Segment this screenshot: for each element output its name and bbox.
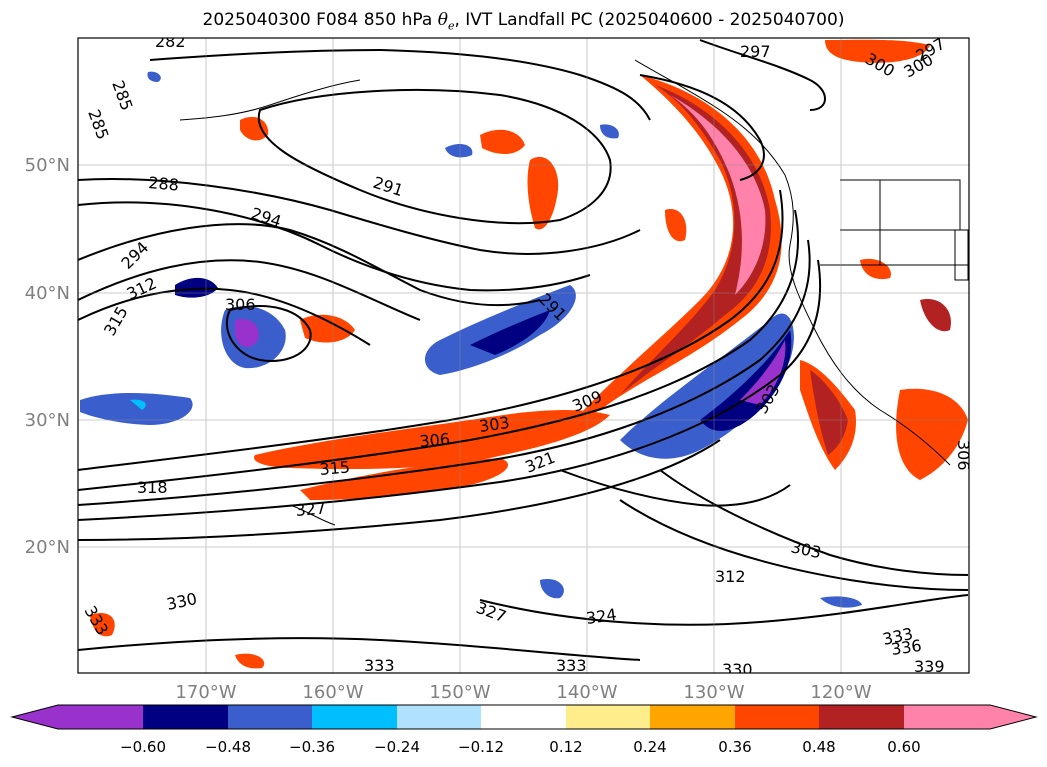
lon-label: 140°W xyxy=(556,682,617,703)
lat-label: 50°N xyxy=(25,155,70,176)
lon-label: 120°W xyxy=(810,682,871,703)
colorbar-cell xyxy=(58,705,143,729)
longitude-axis: 170°W 160°W 150°W 140°W 130°W 120°W xyxy=(175,682,871,703)
colorbar-tick-label: 0.24 xyxy=(633,738,666,756)
theta-symbol: θ xyxy=(437,10,448,30)
contour-label-layer: 282 285 285 288 291 294 297 300 300 297 … xyxy=(81,32,973,679)
shading-layer xyxy=(80,39,968,669)
colorbar-tick-label: −0.12 xyxy=(458,738,504,756)
contour-label: 333 xyxy=(364,656,395,675)
figure-title: 2025040300 F084 850 hPa θe, IVT Landfall… xyxy=(202,10,845,33)
colorbar-cell xyxy=(143,705,228,729)
colorbar-extend-low xyxy=(12,705,58,729)
contour-label: 306 xyxy=(954,440,973,471)
contour-label: 339 xyxy=(914,657,945,676)
colorbar-tick-label: −0.48 xyxy=(205,738,251,756)
contour-label: 306 xyxy=(419,429,451,451)
contour-lines xyxy=(78,39,969,661)
colorbar-outline xyxy=(10,704,1038,730)
colorbar-tick-label: 0.12 xyxy=(549,738,582,756)
colorbar-cell xyxy=(735,705,819,729)
colorbar-tick-label: −0.60 xyxy=(120,738,166,756)
lat-label: 20°N xyxy=(25,537,70,558)
colorbar-cell xyxy=(566,705,650,729)
contour-label: 282 xyxy=(155,32,186,51)
colorbar-cell xyxy=(481,705,566,729)
contour-label: 288 xyxy=(148,173,180,195)
contour-label: 333 xyxy=(556,656,587,675)
colorbar-cell xyxy=(397,705,481,729)
contour-label: 303 xyxy=(478,413,511,436)
contour-label: 312 xyxy=(715,567,746,586)
colorbar-cell xyxy=(819,705,904,729)
colorbar-cell xyxy=(650,705,735,729)
colorbar-tick-label: 0.48 xyxy=(802,738,835,756)
map-plot-area: 282 285 285 288 291 294 297 300 300 297 … xyxy=(78,32,973,679)
colorbar: −0.60 −0.48 −0.36 −0.24 −0.12 0.12 0.24 … xyxy=(10,704,1038,756)
gridlines xyxy=(78,38,969,673)
lon-label: 160°W xyxy=(302,682,363,703)
contour-label: 297 xyxy=(740,42,771,61)
lon-label: 150°W xyxy=(429,682,490,703)
contour-label: 318 xyxy=(137,478,168,497)
colorbar-ticks: −0.60 −0.48 −0.36 −0.24 −0.12 0.12 0.24 … xyxy=(120,738,921,756)
contour-label: 336 xyxy=(890,636,923,659)
latitude-axis: 50°N 40°N 30°N 20°N xyxy=(25,155,70,558)
contour-label: 315 xyxy=(319,457,351,479)
contour-label: 324 xyxy=(585,605,618,628)
colorbar-tick-label: 0.60 xyxy=(887,738,920,756)
colorbar-cell xyxy=(904,705,990,729)
colorbar-tick-label: −0.36 xyxy=(289,738,335,756)
lat-label: 30°N xyxy=(25,410,70,431)
colorbar-cell xyxy=(312,705,397,729)
contour-label: 330 xyxy=(722,660,753,679)
colorbar-tick-label: −0.24 xyxy=(374,738,420,756)
colorbar-tick-label: 0.36 xyxy=(718,738,751,756)
contour-label: 327 xyxy=(295,498,327,520)
map-frame xyxy=(77,37,970,674)
lon-label: 170°W xyxy=(175,682,236,703)
colorbar-cells xyxy=(12,705,1036,729)
lon-label: 130°W xyxy=(683,682,744,703)
colorbar-extend-high xyxy=(990,705,1036,729)
contour-label: 306 xyxy=(225,295,256,314)
colorbar-cell xyxy=(228,705,312,729)
lat-label: 40°N xyxy=(25,283,70,304)
